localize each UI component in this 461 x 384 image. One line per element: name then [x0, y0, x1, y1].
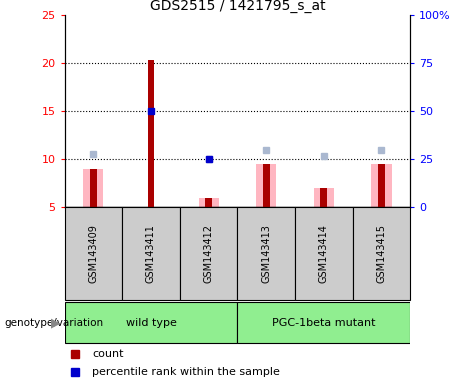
Bar	[237, 207, 295, 300]
Bar	[199, 198, 219, 207]
Text: wild type: wild type	[125, 318, 177, 328]
Text: GSM143409: GSM143409	[89, 224, 98, 283]
Text: GSM143414: GSM143414	[319, 224, 329, 283]
Text: GSM143412: GSM143412	[204, 224, 213, 283]
Bar	[320, 188, 327, 207]
Bar	[256, 164, 276, 207]
Text: GSM143411: GSM143411	[146, 224, 156, 283]
Bar	[148, 61, 154, 207]
Bar	[353, 207, 410, 300]
Bar	[205, 198, 212, 207]
Text: ▶: ▶	[51, 316, 60, 329]
Text: percentile rank within the sample: percentile rank within the sample	[92, 366, 280, 377]
Bar	[83, 169, 103, 207]
Bar	[295, 207, 353, 300]
Text: GSM143415: GSM143415	[377, 224, 386, 283]
Bar	[263, 164, 270, 207]
Title: GDS2515 / 1421795_s_at: GDS2515 / 1421795_s_at	[150, 0, 325, 13]
Bar	[314, 188, 334, 207]
Text: count: count	[92, 349, 124, 359]
Bar	[65, 302, 237, 343]
Text: PGC-1beta mutant: PGC-1beta mutant	[272, 318, 376, 328]
Bar	[122, 207, 180, 300]
Bar	[180, 207, 237, 300]
Bar	[372, 164, 391, 207]
Bar	[90, 169, 97, 207]
Bar	[65, 207, 122, 300]
Text: genotype/variation: genotype/variation	[5, 318, 104, 328]
Bar	[378, 164, 385, 207]
Bar	[237, 302, 410, 343]
Text: GSM143413: GSM143413	[261, 224, 271, 283]
